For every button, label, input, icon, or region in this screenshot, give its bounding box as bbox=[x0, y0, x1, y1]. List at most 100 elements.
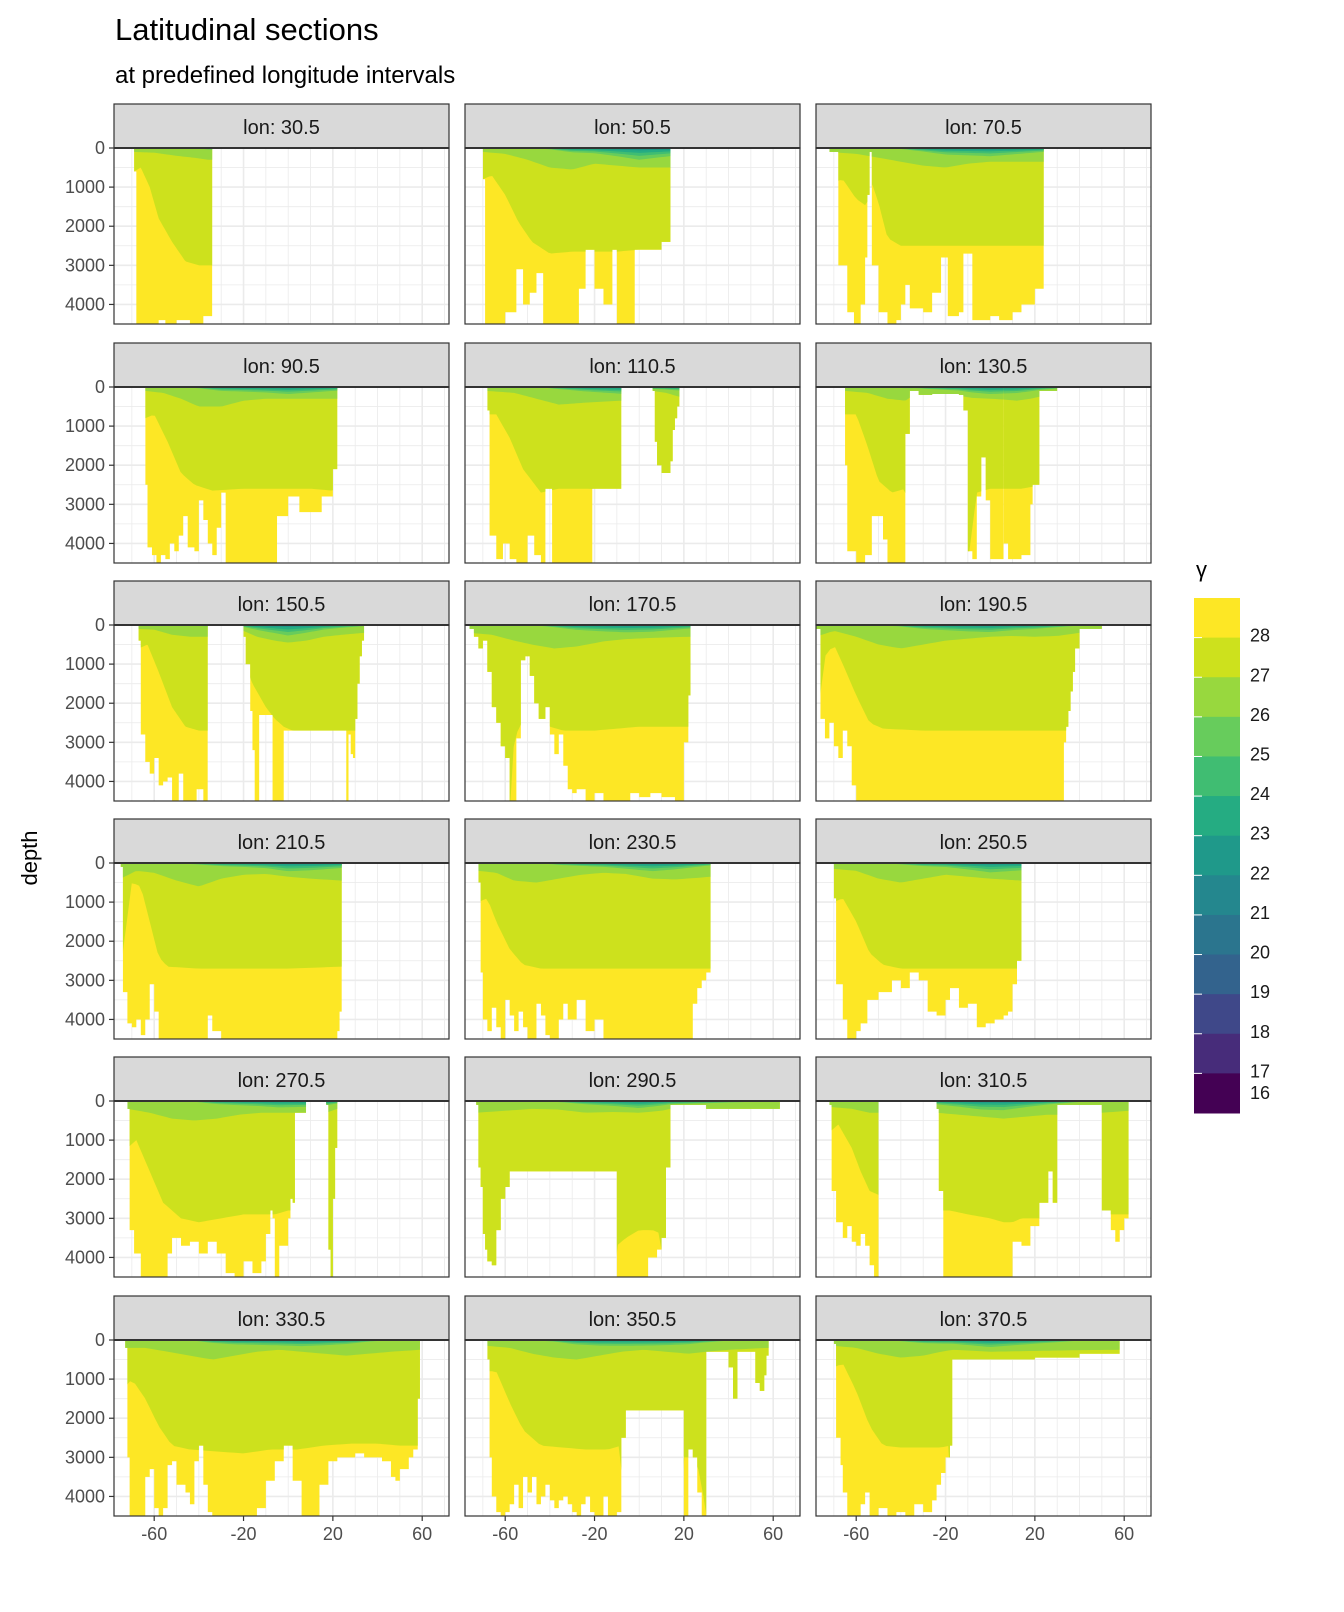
section-data bbox=[487, 387, 680, 563]
section-fill bbox=[487, 387, 622, 563]
facet-label: lon: 70.5 bbox=[945, 117, 1022, 139]
y-tick-label: 4000 bbox=[65, 533, 105, 553]
density-band-27 bbox=[120, 863, 342, 969]
y-tick-label: 4000 bbox=[65, 771, 105, 791]
legend-title: γ bbox=[1196, 557, 1207, 582]
legend-label: 24 bbox=[1250, 784, 1270, 804]
y-tick-label: 2000 bbox=[65, 693, 105, 713]
facet-strip bbox=[464, 1295, 801, 1341]
y-tick-label: 1000 bbox=[65, 892, 105, 912]
section-data bbox=[478, 863, 711, 1039]
legend-color-step bbox=[1194, 637, 1240, 678]
facet-label: lon: 30.5 bbox=[243, 117, 320, 139]
legend-label: 26 bbox=[1250, 705, 1270, 725]
y-tick-label: 3000 bbox=[65, 732, 105, 752]
density-band-27 bbox=[482, 148, 671, 254]
facet-panel: lon: 230.5 bbox=[464, 818, 801, 1040]
facet-strip bbox=[464, 342, 801, 388]
legend-label: 28 bbox=[1250, 626, 1270, 646]
y-tick-label: 4000 bbox=[65, 1009, 105, 1029]
facet-panel: lon: 350.5 -60 -20 20 60 bbox=[464, 1295, 801, 1544]
facet-strip bbox=[113, 818, 450, 864]
density-band-26 bbox=[816, 625, 1102, 649]
y-tick-label: 1000 bbox=[65, 177, 105, 197]
y-tick-label: 0 bbox=[95, 853, 105, 873]
legend-label: 16 bbox=[1250, 1083, 1270, 1103]
facet-strip bbox=[464, 580, 801, 626]
facet-label: lon: 330.5 bbox=[238, 1309, 326, 1331]
facet-label: lon: 250.5 bbox=[940, 832, 1028, 854]
density-band-27 bbox=[125, 1340, 420, 1454]
legend-color-step bbox=[1194, 954, 1240, 995]
x-tick-label: 20 bbox=[674, 1524, 694, 1544]
density-band-27 bbox=[816, 625, 1102, 731]
y-tick-label: 3000 bbox=[65, 255, 105, 275]
section-data bbox=[127, 1101, 338, 1277]
facet-strip bbox=[815, 342, 1152, 388]
facet-label: lon: 110.5 bbox=[589, 356, 675, 378]
facet-label: lon: 150.5 bbox=[238, 594, 326, 616]
facet-panel: lon: 90.5 0 1000 2000 3000 4000 bbox=[65, 342, 450, 564]
legend-label: 21 bbox=[1250, 903, 1270, 923]
density-band-27 bbox=[833, 863, 1022, 969]
y-tick-label: 1000 bbox=[65, 1369, 105, 1389]
density-band-27 bbox=[829, 1101, 879, 1195]
density-band-26 bbox=[134, 148, 213, 160]
y-tick-label: 2000 bbox=[65, 1169, 105, 1189]
facet-panel: lon: 110.5 bbox=[464, 342, 801, 564]
facet-strip bbox=[464, 818, 801, 864]
facet-panel: lon: 70.5 bbox=[815, 103, 1152, 325]
legend-label: 18 bbox=[1250, 1022, 1270, 1042]
y-tick-label: 4000 bbox=[65, 1486, 105, 1506]
facet-label: lon: 90.5 bbox=[243, 356, 320, 378]
x-tick-label: -20 bbox=[933, 1524, 959, 1544]
facet-panel: lon: 310.5 bbox=[815, 1056, 1152, 1278]
density-band-27 bbox=[134, 148, 213, 266]
density-band-27 bbox=[145, 387, 338, 491]
x-tick-label: 60 bbox=[1114, 1524, 1134, 1544]
x-tick-label: 60 bbox=[412, 1524, 432, 1544]
facet-panel: lon: 210.5 0 1000 2000 3000 4000 bbox=[65, 818, 450, 1040]
facet-panel: lon: 150.5 0 1000 2000 3000 4000 bbox=[65, 580, 450, 802]
chart-title: Latitudinal sections bbox=[115, 12, 379, 47]
section-fill bbox=[816, 625, 1102, 801]
y-tick-label: 1000 bbox=[65, 1130, 105, 1150]
y-tick-label: 2000 bbox=[65, 931, 105, 951]
legend-label: 25 bbox=[1250, 744, 1270, 764]
density-band-27 bbox=[652, 387, 680, 474]
facet-label: lon: 170.5 bbox=[589, 594, 677, 616]
legend-color-step bbox=[1194, 1033, 1240, 1074]
x-tick-label: -60 bbox=[492, 1524, 518, 1544]
density-band-27 bbox=[138, 625, 208, 731]
section-data bbox=[120, 863, 342, 1039]
chart-subtitle: at predefined longitude intervals bbox=[115, 62, 455, 89]
legend-label: 27 bbox=[1250, 665, 1270, 685]
y-tick-label: 0 bbox=[95, 377, 105, 397]
facet-label: lon: 370.5 bbox=[940, 1309, 1028, 1331]
legend-color-step bbox=[1194, 598, 1240, 639]
x-tick-label: -60 bbox=[141, 1524, 167, 1544]
y-tick-label: 0 bbox=[95, 138, 105, 158]
facet-panel: lon: 130.5 bbox=[815, 342, 1152, 564]
facet-strip bbox=[815, 1295, 1152, 1341]
legend-color-step bbox=[1194, 1073, 1240, 1114]
facet-label: lon: 270.5 bbox=[238, 1070, 326, 1092]
y-tick-label: 0 bbox=[95, 1330, 105, 1350]
x-tick-label: 20 bbox=[1025, 1524, 1045, 1544]
y-tick-label: 1000 bbox=[65, 654, 105, 674]
density-band-26 bbox=[487, 1340, 769, 1360]
facet-strip bbox=[113, 580, 450, 626]
facet-panel: lon: 50.5 bbox=[464, 103, 801, 325]
facet-panel: lon: 30.5 0 1000 2000 3000 4000 bbox=[65, 103, 450, 325]
density-band-27 bbox=[127, 1101, 307, 1223]
legend-label: 17 bbox=[1250, 1061, 1270, 1081]
section-fill bbox=[478, 863, 711, 1039]
x-tick-label: -60 bbox=[843, 1524, 869, 1544]
legend-label: 23 bbox=[1250, 824, 1270, 844]
facet-panel: lon: 330.5 0 1000 2000 3000 4000 -60 -20 20 60 bbox=[65, 1295, 450, 1544]
legend-color-step bbox=[1194, 914, 1240, 956]
legend-color-step bbox=[1194, 835, 1240, 876]
y-tick-label: 3000 bbox=[65, 1208, 105, 1228]
legend-color-step bbox=[1194, 994, 1240, 1035]
